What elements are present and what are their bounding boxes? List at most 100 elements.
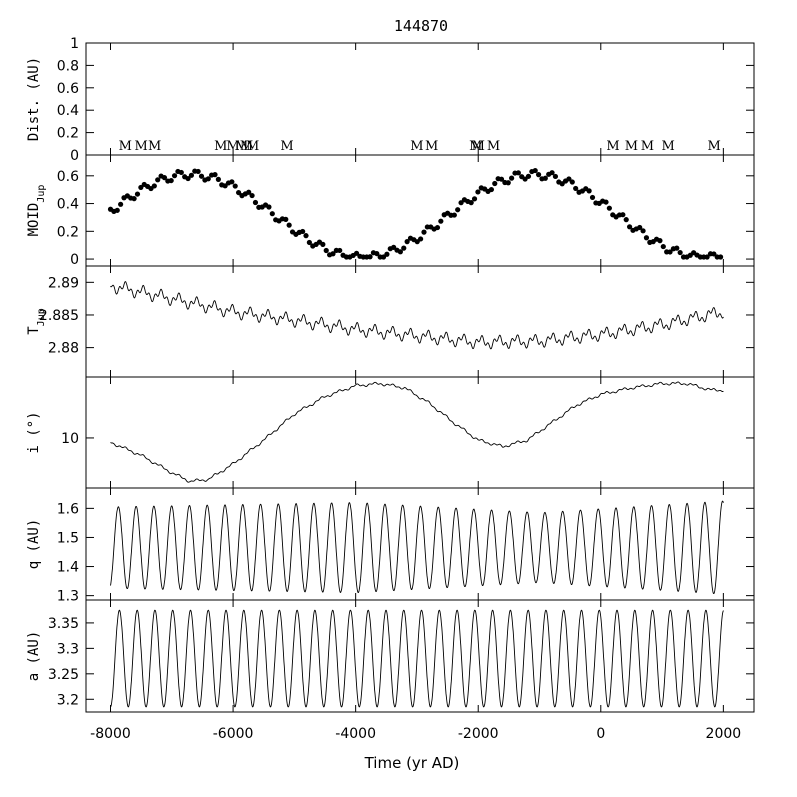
- moid-point: [404, 239, 410, 245]
- series-tjup: [110, 281, 724, 350]
- y-tick-label: 3.35: [48, 616, 79, 632]
- y-tick-label: 0.2: [57, 126, 79, 142]
- moid-point: [660, 243, 666, 250]
- moid-point: [532, 167, 538, 174]
- moid-point: [438, 218, 444, 224]
- moid-point: [384, 251, 390, 257]
- encounter-marker: M: [472, 139, 485, 154]
- y-tick-label: 0.4: [57, 103, 79, 119]
- moid-point: [306, 239, 312, 246]
- y-tick-label: 1.6: [57, 501, 79, 517]
- moid-point: [637, 224, 643, 231]
- panel-frame: [85, 599, 755, 713]
- encounter-marker: M: [487, 139, 500, 154]
- encounter-marker: M: [641, 139, 654, 154]
- moid-point: [488, 186, 494, 193]
- moid-point: [471, 196, 478, 202]
- series-moid: [107, 167, 724, 260]
- panel-frame: [85, 265, 755, 378]
- x-axis-label: Time (yr AD): [364, 754, 460, 772]
- y-tick-label: 0.8: [57, 58, 79, 74]
- x-tick-label: -4000: [335, 726, 376, 742]
- x-tick-label: -6000: [213, 726, 254, 742]
- encounter-marker: M: [226, 139, 239, 154]
- moid-point: [569, 179, 575, 185]
- moid-point: [330, 251, 336, 257]
- encounter-marker: M: [246, 139, 259, 154]
- moid-point: [606, 205, 612, 211]
- moid-point: [421, 229, 427, 235]
- y-tick-label: 0.6: [57, 169, 79, 185]
- moid-point: [418, 236, 424, 242]
- moid-point: [455, 207, 461, 213]
- moid-point: [232, 183, 238, 189]
- y-tick-label: 0.4: [57, 197, 79, 213]
- moid-point: [138, 184, 144, 191]
- x-tick-label: -2000: [458, 726, 499, 742]
- moid-point: [155, 177, 161, 183]
- moid-point: [397, 249, 403, 255]
- moid-point: [215, 176, 221, 182]
- moid-point: [222, 183, 228, 189]
- moid-point: [286, 222, 292, 228]
- moid-point: [674, 245, 680, 251]
- moid-point: [269, 211, 275, 217]
- encounter-marker: M: [662, 139, 675, 154]
- y-tick-label: 10: [61, 431, 79, 447]
- y-tick-label: 3.25: [48, 667, 79, 683]
- y-axis-label: q (AU): [26, 519, 42, 570]
- moid-point: [198, 173, 205, 179]
- y-axis-label: Dist. (AU): [26, 57, 42, 141]
- encounter-marker: M: [410, 139, 423, 154]
- panel-frame: [85, 487, 755, 601]
- moid-point: [535, 172, 542, 178]
- x-tick-label: -8000: [90, 726, 131, 742]
- y-tick-label: 0: [70, 252, 79, 268]
- moid-point: [468, 200, 474, 206]
- panel-moid: 0 0.2 0.4 0.6 MOIDJup: [26, 154, 755, 268]
- x-tick-label: 0: [596, 726, 605, 742]
- moid-point: [131, 196, 137, 202]
- y-tick-label: 0.2: [57, 224, 79, 240]
- q-line: [110, 500, 724, 594]
- moid-point: [620, 212, 626, 218]
- moid-point: [134, 191, 141, 197]
- moid-point: [667, 249, 673, 255]
- moid-point: [229, 179, 235, 185]
- moid-point: [367, 254, 373, 260]
- y-axis-label: a (AU): [26, 631, 42, 682]
- moid-point: [151, 183, 157, 189]
- moid-point: [623, 217, 629, 223]
- moid-point: [566, 176, 572, 182]
- y-tick-label: 2.89: [48, 275, 79, 291]
- encounter-marker: M: [235, 139, 248, 154]
- incl-line: [110, 381, 724, 483]
- y-tick-label: 2.88: [48, 341, 79, 357]
- encounter-marker: M: [625, 139, 638, 154]
- moid-point: [549, 170, 555, 176]
- moid-point: [626, 224, 633, 230]
- moid-point: [185, 175, 191, 182]
- y-tick-label: 3.3: [57, 641, 79, 657]
- moid-point: [640, 228, 646, 234]
- moid-point: [353, 250, 360, 256]
- moid-point: [505, 180, 511, 186]
- moid-point: [586, 188, 592, 194]
- moid-point: [178, 169, 184, 176]
- encounter-marker: M: [134, 139, 147, 154]
- moid-point: [168, 177, 174, 184]
- moid-point: [552, 173, 559, 180]
- y-tick-label: 1: [70, 36, 79, 52]
- moid-point: [337, 247, 343, 254]
- encounter-marker: M: [119, 139, 132, 154]
- y-axis-label: MOIDJup: [26, 185, 47, 237]
- moid-point: [171, 173, 178, 179]
- moid-point: [161, 175, 168, 181]
- moid-point: [515, 170, 521, 176]
- moid-point: [589, 194, 596, 201]
- moid-point: [492, 180, 498, 187]
- encounter-marker: M: [425, 139, 438, 154]
- moid-point: [320, 241, 326, 247]
